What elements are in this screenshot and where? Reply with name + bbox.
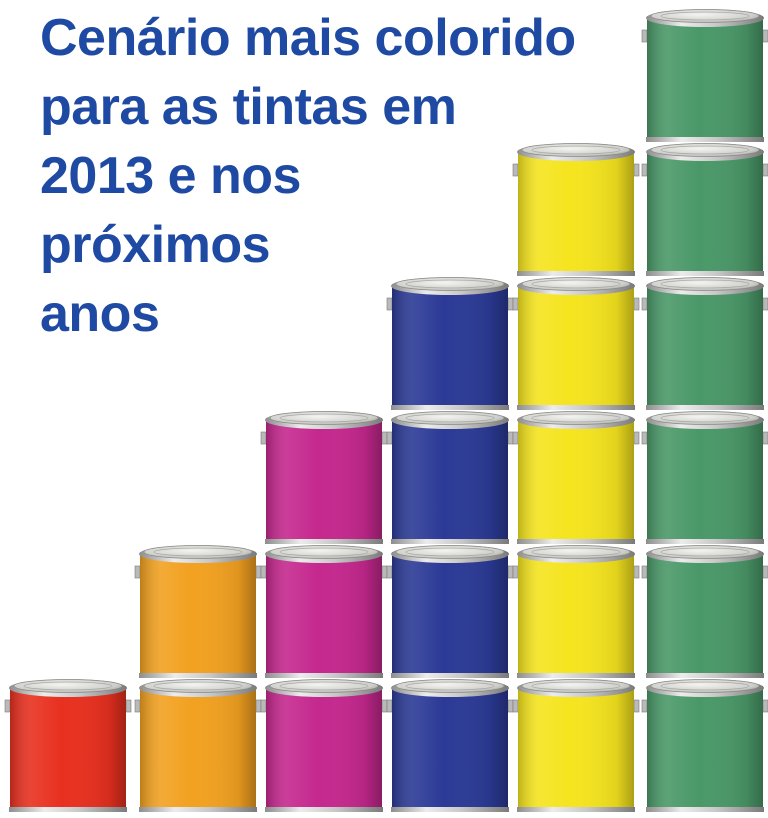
headline-line-1: Cenário mais colorido [40,9,576,67]
paint-can [260,545,388,678]
paint-can [386,679,514,812]
paint-can-column-6 [641,9,768,812]
headline-line-4: próximos [40,216,271,274]
paint-can-column-5 [512,143,640,812]
paint-can [386,277,514,410]
paint-can [4,679,132,812]
paint-can [512,679,640,812]
paint-can [386,545,514,678]
paint-can-column-2 [134,545,262,812]
paint-can [512,143,640,276]
headline: Cenário mais colorido para as tintas em … [40,4,600,349]
headline-line-5: anos [40,285,160,343]
paint-can [260,679,388,812]
headline-line-2: para as tintas em [40,78,457,136]
paint-can [512,411,640,544]
paint-can [641,143,768,276]
paint-can-column-3 [260,411,388,812]
headline-line-3: 2013 e nos [40,147,301,205]
paint-can [134,545,262,678]
paint-can [641,9,768,142]
paint-can [134,679,262,812]
paint-can [512,545,640,678]
paint-can [386,411,514,544]
paint-can [641,679,768,812]
paint-can [641,545,768,678]
paint-can-column-4 [386,277,514,812]
paint-can-column-1 [4,679,132,812]
paint-can [641,411,768,544]
paint-can [641,277,768,410]
paint-can [260,411,388,544]
paint-can [512,277,640,410]
